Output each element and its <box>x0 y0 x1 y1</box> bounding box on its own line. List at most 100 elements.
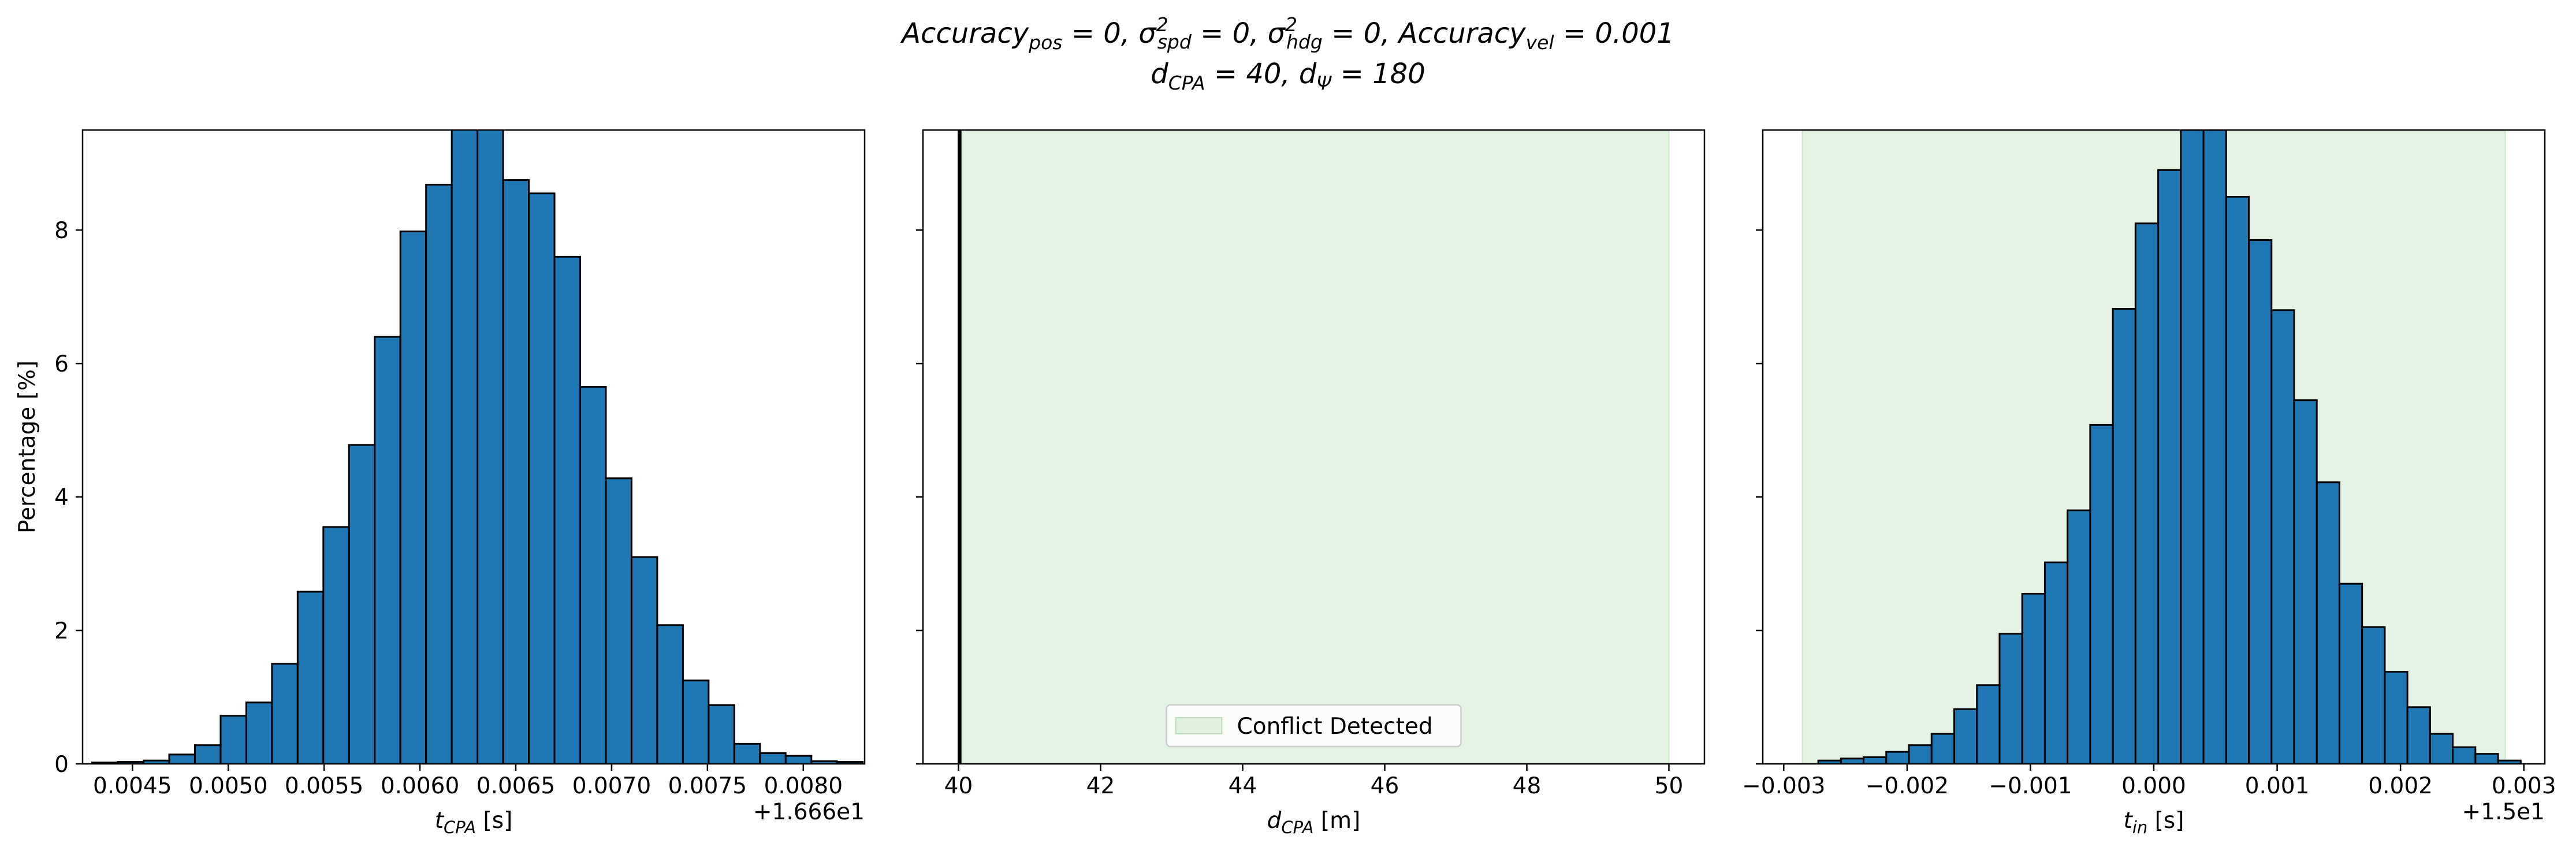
histogram-bar <box>348 444 376 764</box>
histogram-bar <box>2384 671 2409 764</box>
y-tick-label: 4 <box>54 485 69 511</box>
panel-t-cpa-histogram: 0.0045 0.0050 0.0055 0.0060 0.0065 0.0070 0.00… <box>14 129 866 837</box>
x-tick-label: 0.0045 <box>93 773 172 799</box>
histogram-bar <box>2021 593 2046 764</box>
histogram-bar <box>759 752 787 764</box>
histogram-bar <box>1976 684 2001 764</box>
histogram-bar <box>2180 130 2205 764</box>
histogram-bar <box>1998 633 2023 764</box>
histogram-bar <box>1930 733 1955 764</box>
histogram-bar <box>399 231 427 764</box>
x-tick-label: −0.001 <box>1989 773 2072 799</box>
x-tick-label: 0.002 <box>2368 773 2433 799</box>
x-axis-label: tCPA [s] <box>435 808 513 837</box>
histogram-bar <box>245 701 273 764</box>
x-tick-label: 0.0080 <box>764 773 843 799</box>
histogram-bar <box>2043 561 2069 764</box>
x-tick-label: 0.001 <box>2245 773 2310 799</box>
histogram-bar <box>168 753 196 764</box>
x-axis-label: dCPA [m] <box>1267 808 1361 837</box>
axes-frame <box>81 129 866 765</box>
axes-frame <box>922 129 1706 765</box>
histogram-bar <box>1908 744 1933 764</box>
histogram-bar <box>2429 733 2454 764</box>
histogram-bar <box>2248 239 2273 764</box>
plot-area <box>958 130 1670 764</box>
histogram-bar <box>2474 753 2499 764</box>
x-tick-label: 0.0060 <box>381 773 459 799</box>
histogram-bar <box>193 744 222 764</box>
x-tick-label: 0.0075 <box>668 773 747 799</box>
histogram-bar <box>2338 582 2363 764</box>
x-tick-label: 0.003 <box>2492 773 2556 799</box>
y-axis-label: Percentage [%] <box>14 361 40 533</box>
histogram-bar <box>1840 758 1865 764</box>
plot-area <box>1801 130 2522 764</box>
histogram-bar <box>477 130 504 764</box>
x-tick-label: 46 <box>1371 773 1399 799</box>
histogram-bar <box>2112 307 2136 764</box>
histogram-bar <box>2406 706 2431 764</box>
histogram-bar <box>296 591 325 764</box>
legend-swatch <box>1175 717 1223 734</box>
y-tick-label: 8 <box>54 218 69 244</box>
histogram-bar <box>2134 222 2160 764</box>
histogram-bar <box>1863 756 1888 764</box>
histogram-bar <box>605 477 632 764</box>
histogram-bar <box>502 179 530 764</box>
x-tick-label: 0.0065 <box>477 773 555 799</box>
plot-area <box>91 130 864 764</box>
histogram-bar <box>528 192 556 764</box>
histogram-bar <box>682 680 710 764</box>
histogram-bar <box>425 184 453 764</box>
legend-label: Conflict Detected <box>1237 714 1433 740</box>
x-tick-label: 0.0050 <box>189 773 267 799</box>
conflict-region <box>958 130 1670 764</box>
y-tick-label: 6 <box>54 351 69 377</box>
panel-t-in-histogram: −0.003 −0.002 −0.001 0.000 0.001 0.002 0.003 ti… <box>1742 129 2556 837</box>
x-tick-label: 40 <box>944 773 973 799</box>
histogram-bar <box>2157 169 2182 764</box>
histogram-bar <box>2089 424 2114 764</box>
figure-title-line-2: dCPA = 40, dΨ = 180 <box>1151 58 1425 94</box>
histogram-bar <box>219 715 247 764</box>
histogram-bar <box>2361 626 2386 764</box>
histogram-bar <box>271 663 299 764</box>
histogram-bar <box>451 130 479 764</box>
histogram-bar <box>784 755 813 764</box>
histogram-bar <box>708 704 735 764</box>
histogram-bar <box>2316 481 2340 764</box>
x-tick-label: 42 <box>1086 773 1115 799</box>
histogram-bar <box>656 624 684 764</box>
histogram-bar <box>2225 195 2250 764</box>
histogram-bar <box>1885 751 1910 764</box>
x-tick-label: 50 <box>1655 773 1684 799</box>
histogram-bar <box>2270 309 2295 764</box>
figure-title-line-1: Accuracypos = 0, σ2 spd = 0, σ2 hdg = 0, A… <box>900 13 1674 54</box>
x-tick-label: 44 <box>1229 773 1257 799</box>
histogram-bar <box>374 336 401 764</box>
x-tick-label: −0.003 <box>1742 773 1825 799</box>
histogram-bar <box>630 556 658 764</box>
y-tick-label: 0 <box>54 752 69 778</box>
histogram-bar <box>2452 746 2477 764</box>
histogram-bar <box>2202 130 2227 764</box>
histogram-bar <box>733 742 761 764</box>
legend-box <box>1166 704 1462 748</box>
x-offset-label: +1.5e1 <box>2462 799 2545 825</box>
histogram-bar <box>2497 759 2522 764</box>
x-tick-label: 0.000 <box>2121 773 2186 799</box>
x-offset-label: +1.666e1 <box>753 799 865 825</box>
histogram-bar <box>2293 399 2318 764</box>
y-tick-label: 2 <box>54 618 69 644</box>
panel-d-cpa-histogram: 40 42 44 46 48 50 dCPA [m] Conflict Detected <box>916 129 1706 837</box>
histogram-bar <box>1953 708 1978 764</box>
histogram-bar <box>2067 509 2091 764</box>
histogram-bar <box>579 386 607 764</box>
x-axis-label: tin [s] <box>2124 808 2184 837</box>
x-tick-label: 0.0070 <box>572 773 651 799</box>
legend: Conflict Detected <box>1166 704 1462 748</box>
histogram-bar <box>553 255 582 764</box>
histogram-bar <box>322 526 350 764</box>
